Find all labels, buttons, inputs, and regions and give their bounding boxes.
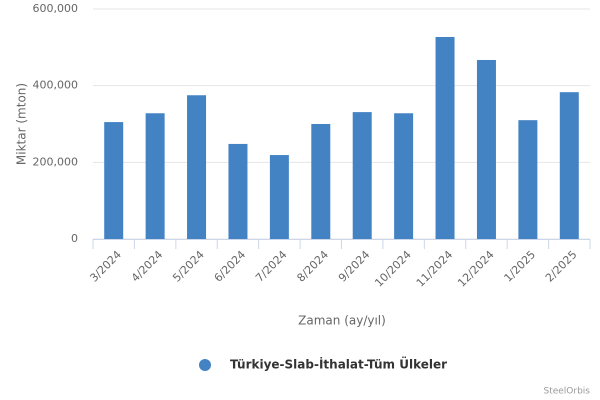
bar: [104, 122, 124, 239]
x-tick-label: 4/2024: [129, 248, 166, 285]
bar: [187, 95, 207, 239]
bar: [145, 113, 165, 239]
x-tick-label: 8/2024: [294, 248, 331, 285]
bar: [394, 113, 414, 239]
x-axis-title: Zaman (ay/yıl): [298, 314, 386, 328]
x-tick-label: 5/2024: [170, 248, 207, 285]
x-tick-label: 9/2024: [336, 248, 373, 285]
bar: [435, 36, 455, 239]
legend-marker: [199, 359, 211, 371]
x-tick-label: 10/2024: [372, 248, 414, 290]
x-tick-label: 3/2024: [87, 248, 124, 285]
legend-label: Türkiye-Slab-İthalat-Tüm Ülkeler: [230, 357, 447, 372]
y-tick-label: 0: [71, 232, 78, 245]
x-tick-label: 7/2024: [253, 248, 290, 285]
x-tick-label: 12/2024: [455, 248, 497, 290]
x-tick-label: 11/2024: [414, 248, 456, 290]
bar: [476, 59, 496, 239]
bar: [518, 120, 538, 239]
bar: [269, 155, 289, 239]
credits: SteelOrbis: [543, 387, 590, 397]
y-axis-title: Miktar (mton): [15, 83, 29, 165]
x-tick-label: 1/2025: [502, 248, 539, 285]
y-tick-label: 200,000: [33, 155, 79, 168]
bar: [228, 143, 248, 239]
x-tick-label: 6/2024: [212, 248, 249, 285]
bar: [311, 124, 331, 239]
y-tick-label: 400,000: [33, 79, 79, 92]
bar: [559, 92, 579, 239]
bar: [352, 112, 372, 239]
y-tick-label: 600,000: [33, 2, 79, 15]
x-tick-label: 2/2025: [543, 248, 580, 285]
